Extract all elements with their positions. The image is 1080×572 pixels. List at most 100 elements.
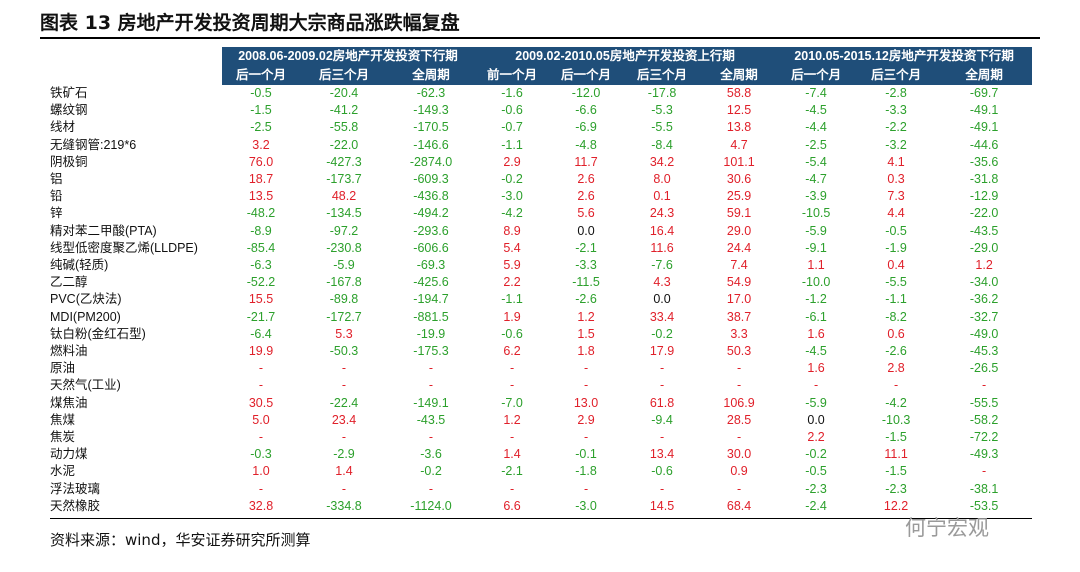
cell-value: -293.6 bbox=[413, 223, 449, 238]
row-label: 锌 bbox=[50, 206, 63, 221]
cell-value: - bbox=[258, 361, 264, 376]
cell-value: -3.0 bbox=[575, 498, 597, 513]
cell-value: -0.6 bbox=[651, 464, 673, 479]
cell-value: -0.6 bbox=[501, 103, 523, 118]
cell-value: 59.1 bbox=[726, 206, 752, 221]
cell-value: -149.1 bbox=[413, 395, 449, 410]
cell-value: 18.7 bbox=[248, 172, 274, 187]
cell-value: 2.9 bbox=[577, 412, 595, 427]
cell-value: 4.3 bbox=[653, 275, 671, 290]
row-label: 钛白粉(金红石型) bbox=[50, 326, 146, 341]
cell-value: - bbox=[341, 361, 347, 376]
cell-value: -6.3 bbox=[250, 258, 272, 273]
group-header: 2010.05-2015.12房地产开发投资下行期 bbox=[776, 47, 1033, 66]
cell-value: -425.6 bbox=[413, 275, 449, 290]
column-header: 全周期 bbox=[936, 66, 1033, 85]
cell-value: -2.6 bbox=[575, 292, 597, 307]
cell-value: -3.0 bbox=[501, 189, 523, 204]
row-label: 煤焦油 bbox=[50, 395, 88, 410]
column-header: 后一个月 bbox=[776, 66, 857, 85]
cell-value: -2.5 bbox=[250, 120, 272, 135]
cell-value: 30.6 bbox=[726, 172, 752, 187]
cell-value: - bbox=[258, 378, 264, 393]
cell-value: -494.2 bbox=[413, 206, 449, 221]
cell-value: 5.6 bbox=[577, 206, 595, 221]
cell-value: -0.1 bbox=[575, 447, 597, 462]
cell-value: -35.6 bbox=[969, 154, 999, 169]
cell-value: -194.7 bbox=[413, 292, 449, 307]
table-row: 铅 13.5 48.2 -436.8 -3.0 2.6 0.1 25.9 -3.9 7.3 -12.… bbox=[50, 188, 1032, 205]
cell-value: -29.0 bbox=[969, 240, 999, 255]
cell-value: -3.3 bbox=[885, 103, 907, 118]
cell-value: -58.2 bbox=[969, 412, 999, 427]
cell-value: -48.2 bbox=[246, 206, 276, 221]
cell-value: -2874.0 bbox=[409, 154, 453, 169]
cell-value: -606.6 bbox=[413, 240, 449, 255]
cell-value: -6.9 bbox=[575, 120, 597, 135]
cell-value: 11.7 bbox=[574, 154, 598, 169]
cell-value: -4.4 bbox=[805, 120, 827, 135]
cell-value: 4.1 bbox=[887, 154, 905, 169]
table-row: 线材 -2.5 -55.8 -170.5 -0.7 -6.9 -5.5 13.8 -4.4 -2.… bbox=[50, 119, 1032, 136]
cell-value: 2.2 bbox=[807, 430, 825, 445]
cell-value: -10.5 bbox=[801, 206, 831, 221]
cell-value: - bbox=[428, 361, 434, 376]
cell-value: -170.5 bbox=[413, 120, 449, 135]
table-row: 钛白粉(金红石型) -6.4 5.3 -19.9 -0.6 1.5 -0.2 3.3 1.6 0.… bbox=[50, 326, 1032, 343]
table-row: 原油 - - - - - - - 1.6 2.8 -26.5 bbox=[50, 360, 1032, 377]
cell-value: -43.5 bbox=[969, 223, 999, 238]
cell-value: -22.0 bbox=[969, 206, 999, 221]
row-label: 天然气(工业) bbox=[50, 378, 121, 393]
cell-value: -5.4 bbox=[805, 154, 827, 169]
cell-value: 29.0 bbox=[726, 223, 752, 238]
table-row: 焦炭 - - - - - - - 2.2 -1.5 -72.2 bbox=[50, 429, 1032, 446]
header-row: 后一个月 后三个月 全周期 前一个月 后一个月 后三个月 全周期 后一个月 后三个月 全周期 bbox=[50, 66, 1033, 85]
cell-value: 106.9 bbox=[723, 395, 755, 410]
cell-value: 3.3 bbox=[730, 326, 748, 341]
cell-value: - bbox=[736, 378, 742, 393]
cell-value: - bbox=[428, 481, 434, 496]
table-row: 铝 18.7 -173.7 -609.3 -0.2 2.6 8.0 30.6 -4.7 0.3 -3… bbox=[50, 171, 1032, 188]
cell-value: -2.4 bbox=[805, 498, 827, 513]
cell-value: 4.7 bbox=[730, 137, 748, 152]
cell-value: -12.9 bbox=[969, 189, 999, 204]
cell-value: 38.7 bbox=[726, 309, 752, 324]
cell-value: -173.7 bbox=[326, 172, 362, 187]
cell-value: 13.0 bbox=[573, 395, 599, 410]
cell-value: 11.6 bbox=[650, 240, 674, 255]
cell-value: 61.8 bbox=[649, 395, 675, 410]
cell-value: -20.4 bbox=[329, 86, 359, 100]
cell-value: 25.9 bbox=[726, 189, 752, 204]
cell-value: -134.5 bbox=[326, 206, 362, 221]
cell-value: -4.5 bbox=[805, 103, 827, 118]
cell-value: -49.1 bbox=[969, 120, 999, 135]
cell-value: -167.8 bbox=[326, 275, 362, 290]
table-row: MDI(PM200) -21.7 -172.7 -881.5 1.9 1.2 33.4 38.… bbox=[50, 309, 1032, 326]
cell-value: 7.3 bbox=[887, 189, 905, 204]
column-header: 后一个月 bbox=[222, 66, 300, 85]
cell-value: -62.3 bbox=[416, 86, 446, 100]
cell-value: -436.8 bbox=[413, 189, 449, 204]
cell-value: -1124.0 bbox=[410, 498, 452, 513]
table-row: 锌 -48.2 -134.5 -494.2 -4.2 5.6 24.3 59.1 -10.5 4.… bbox=[50, 205, 1032, 222]
cell-value: -55.5 bbox=[969, 395, 999, 410]
row-label: 焦煤 bbox=[50, 412, 76, 427]
cell-value: -9.1 bbox=[805, 240, 827, 255]
table-row: 天然气(工业) - - - - - - - - - - bbox=[50, 377, 1032, 394]
watermark: 何宁宏观 bbox=[905, 516, 989, 540]
cell-value: 2.6 bbox=[577, 189, 595, 204]
cell-value: -49.3 bbox=[969, 447, 999, 462]
cell-value: -3.3 bbox=[575, 258, 597, 273]
row-label: 线材 bbox=[50, 120, 76, 135]
cell-value: 4.4 bbox=[887, 206, 905, 221]
header-blank bbox=[50, 66, 222, 85]
row-label: 阴极铜 bbox=[50, 154, 88, 169]
cell-value: 50.3 bbox=[726, 344, 752, 359]
cell-value: 0.0 bbox=[653, 292, 671, 307]
cell-value: -2.1 bbox=[575, 240, 597, 255]
column-header: 全周期 bbox=[388, 66, 475, 85]
cell-value: -44.6 bbox=[969, 137, 999, 152]
row-label: MDI(PM200) bbox=[50, 309, 121, 324]
cell-value: 32.8 bbox=[248, 498, 274, 513]
table-row: PVC(乙炔法) 15.5 -89.8 -194.7 -1.1 -2.6 0.0 17.0 -1… bbox=[50, 291, 1032, 308]
